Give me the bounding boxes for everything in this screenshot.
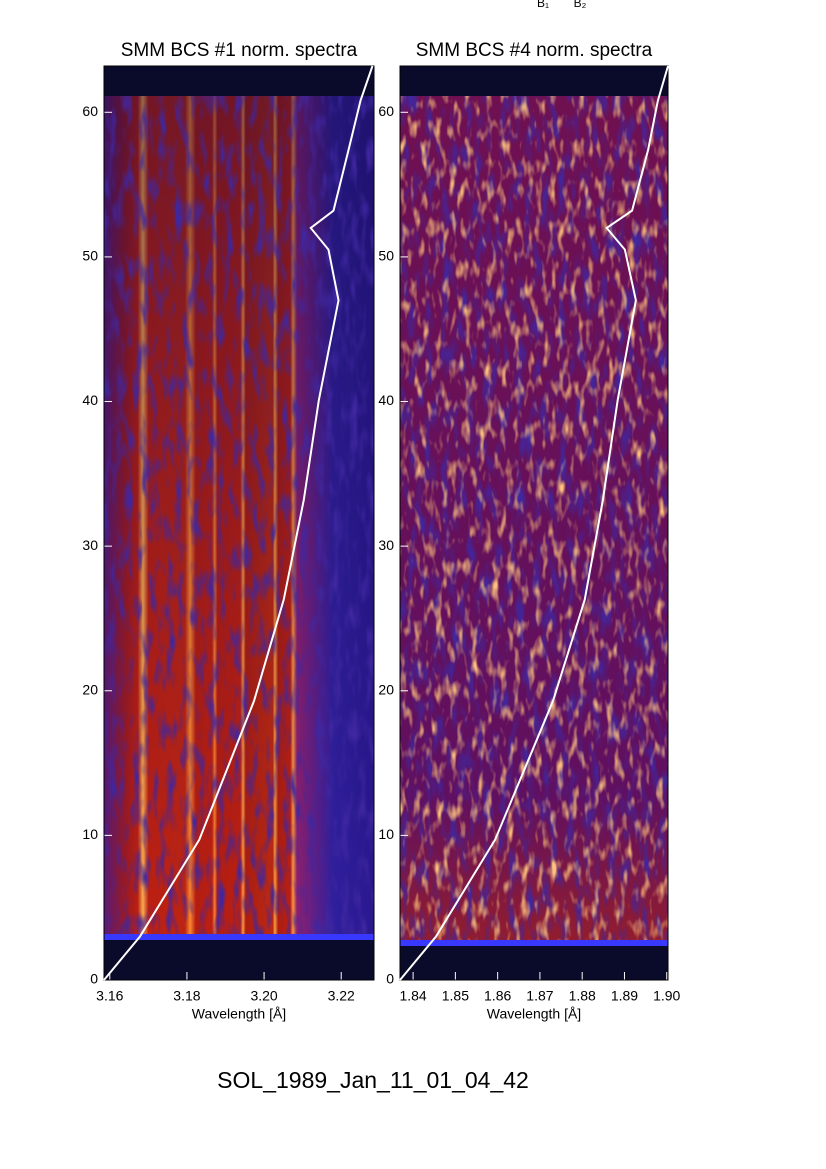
x-tick-label: 1.84 [399, 988, 426, 1004]
x-tick-label: 1.86 [484, 988, 511, 1004]
panel-1-image [104, 66, 374, 980]
footer: SOL_1989_Jan_11_01_04_42 [217, 1067, 529, 1093]
plot-frame [103, 65, 375, 981]
panel-2-image [400, 66, 668, 980]
x-tick-label: 3.18 [173, 988, 200, 1004]
top-label: B₁ [537, 0, 549, 10]
x-axis-label: Wavelength [Å] [487, 1006, 581, 1022]
light-curve [103, 65, 374, 981]
x-tick-label: 3.16 [96, 988, 123, 1004]
y-tick-label: 40 [378, 392, 394, 408]
x-tick-label: 1.87 [526, 988, 553, 1004]
x-tick-label: 1.85 [442, 988, 469, 1004]
y-tick-label: 60 [378, 103, 394, 119]
y-tick-label: 0 [386, 971, 394, 987]
y-tick-label: 50 [378, 248, 394, 264]
y-tick-label: 50 [82, 248, 98, 264]
chart-title: SMM BCS #4 norm. spectra [416, 40, 653, 61]
y-tick-label: 30 [82, 537, 98, 553]
y-tick-label: 0 [90, 971, 98, 987]
chart-title: SMM BCS #1 norm. spectra [121, 40, 358, 61]
x-tick-label: 3.20 [250, 988, 277, 1004]
y-tick-label: 30 [378, 537, 394, 553]
y-tick-label: 10 [378, 826, 394, 842]
y-tick-label: 10 [82, 826, 98, 842]
x-tick-label: 1.89 [611, 988, 638, 1004]
y-tick-label: 20 [378, 681, 394, 697]
light-curve [399, 65, 669, 981]
y-tick-label: 60 [82, 103, 98, 119]
x-tick-label: 1.90 [653, 988, 680, 1004]
y-tick-label: 40 [82, 392, 98, 408]
top-label: B₂ [574, 0, 587, 10]
x-tick-label: 1.88 [569, 988, 596, 1004]
x-axis-label: Wavelength [Å] [192, 1006, 286, 1022]
y-tick-label: 20 [82, 681, 98, 697]
x-tick-label: 3.22 [328, 988, 355, 1004]
plot-frame [399, 65, 669, 981]
